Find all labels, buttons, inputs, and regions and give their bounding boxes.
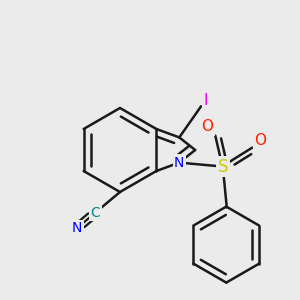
Text: O: O	[201, 119, 213, 134]
Text: N: N	[72, 221, 82, 235]
Text: S: S	[218, 158, 229, 175]
Text: O: O	[254, 133, 266, 148]
Text: I: I	[204, 93, 208, 108]
Text: C: C	[91, 206, 100, 220]
Text: N: N	[174, 156, 184, 170]
